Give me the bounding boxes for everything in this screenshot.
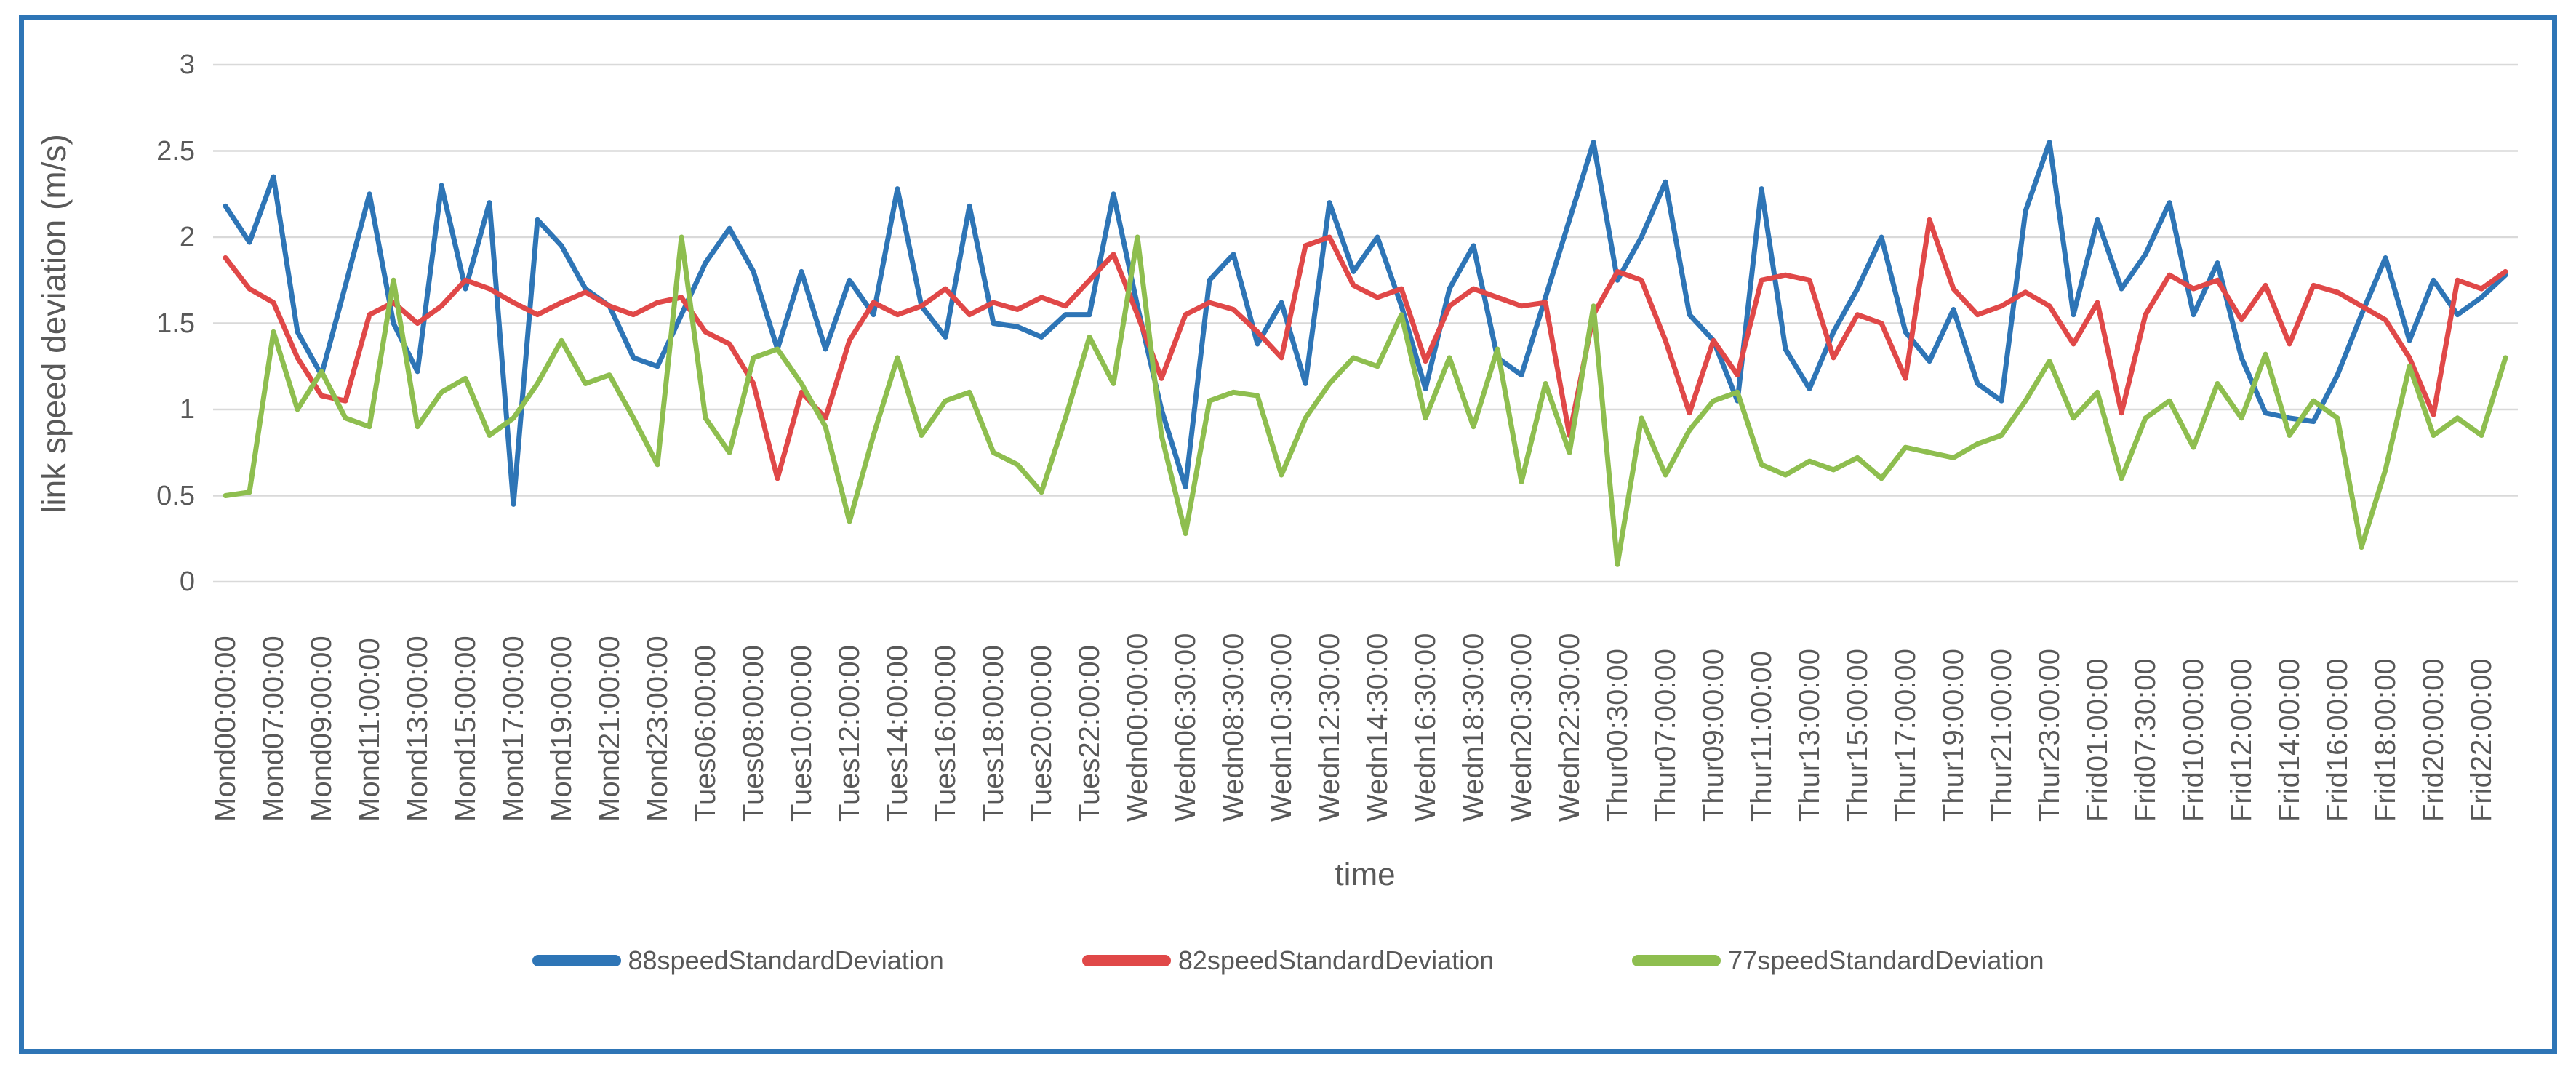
x-tick-label: Frid22:00:00 bbox=[2465, 658, 2497, 822]
x-tick-label: Tues12:00:00 bbox=[833, 644, 865, 822]
x-tick-label: Tues20:00:00 bbox=[1025, 644, 1057, 822]
x-tick-label: Wedn14:30:00 bbox=[1361, 633, 1393, 822]
legend-label: 82speedStandardDeviation bbox=[1177, 945, 1495, 975]
x-tick-label: Mond15:00:00 bbox=[449, 636, 481, 822]
x-tick-label: Thur07:00:00 bbox=[1649, 649, 1681, 822]
y-tick-label: 0 bbox=[179, 566, 195, 597]
x-tick-label: Thur17:00:00 bbox=[1889, 649, 1921, 822]
x-tick-label: Frid20:00:00 bbox=[2417, 658, 2449, 822]
x-tick-label: Tues08:00:00 bbox=[737, 644, 769, 822]
x-tick-label: Thur21:00:00 bbox=[1985, 649, 2017, 822]
y-tick-label: 2 bbox=[179, 222, 195, 252]
x-tick-label: Wedn08:30:00 bbox=[1217, 633, 1249, 822]
legend-label: 88speedStandardDeviation bbox=[628, 945, 944, 975]
legend-swatch-red bbox=[1081, 955, 1171, 966]
x-tick-label: Frid12:00:00 bbox=[2225, 658, 2257, 822]
x-tick-label: Wedn06:30:00 bbox=[1169, 633, 1201, 822]
x-tick-label: Wedn12:30:00 bbox=[1313, 633, 1345, 822]
x-tick-label: Frid10:00:00 bbox=[2177, 658, 2209, 822]
legend-label: 77speedStandardDeviation bbox=[1728, 945, 2044, 975]
x-tick-label: Wedn10:30:00 bbox=[1265, 633, 1297, 822]
y-tick-label: 1.5 bbox=[156, 308, 195, 339]
x-tick-label: Mond07:00:00 bbox=[257, 636, 289, 822]
y-axis-title: link speed deviation (m/s) bbox=[35, 134, 73, 513]
x-tick-label: Frid07:30:00 bbox=[2129, 658, 2161, 822]
x-tick-label: Frid18:00:00 bbox=[2369, 658, 2401, 822]
x-tick-label: Mond21:00:00 bbox=[593, 636, 625, 822]
x-tick-label: Mond09:00:00 bbox=[305, 636, 337, 822]
x-tick-label: Tues18:00:00 bbox=[977, 644, 1009, 822]
x-tick-label: Mond19:00:00 bbox=[545, 636, 577, 822]
x-tick-label: Tues14:00:00 bbox=[881, 644, 913, 822]
x-tick-label: Tues10:00:00 bbox=[785, 644, 817, 822]
series-line-82speedStandardDeviation bbox=[223, 217, 2508, 481]
legend-swatch-blue bbox=[532, 955, 621, 966]
legend-item-77speed: 77speedStandardDeviation bbox=[1632, 945, 2044, 976]
x-tick-label: Frid01:00:00 bbox=[2081, 658, 2113, 822]
legend-item-82speed: 82speedStandardDeviation bbox=[1081, 945, 1495, 976]
y-tick-label: 1 bbox=[179, 394, 195, 425]
x-tick-label: Mond17:00:00 bbox=[497, 636, 529, 822]
x-tick-label: Mond00:00:00 bbox=[209, 636, 241, 822]
x-tick-label: Mond11:00:00 bbox=[353, 638, 385, 822]
x-tick-label: Tues16:00:00 bbox=[929, 644, 961, 822]
x-tick-label: Thur23:00:00 bbox=[2033, 649, 2065, 822]
x-tick-label: Thur15:00:00 bbox=[1841, 649, 1873, 822]
legend-item-88speed: 88speedStandardDeviation bbox=[532, 945, 944, 976]
y-tick-label: 0.5 bbox=[156, 480, 195, 511]
x-tick-label: Thur11:00:00 bbox=[1745, 651, 1777, 822]
x-tick-label: Wedn16:30:00 bbox=[1409, 633, 1441, 822]
x-tick-label: Frid16:00:00 bbox=[2321, 658, 2353, 822]
x-axis-title: time bbox=[1335, 857, 1396, 892]
series-line-77speedStandardDeviation bbox=[223, 234, 2508, 567]
x-tick-label: Mond13:00:00 bbox=[401, 636, 433, 822]
x-tick-label: Frid14:00:00 bbox=[2273, 658, 2305, 822]
x-tick-label: Wedn20:30:00 bbox=[1505, 633, 1537, 822]
x-tick-label: Wedn00:00:00 bbox=[1121, 633, 1153, 822]
x-tick-label: Tues22:00:00 bbox=[1073, 644, 1105, 822]
x-tick-label: Wedn22:30:00 bbox=[1553, 633, 1585, 822]
x-tick-label: Wedn18:30:00 bbox=[1457, 633, 1489, 822]
x-tick-label: Tues06:00:00 bbox=[689, 644, 721, 822]
x-tick-label: Thur00:30:00 bbox=[1601, 649, 1633, 822]
x-tick-label: Thur13:00:00 bbox=[1793, 649, 1825, 822]
y-tick-label: 2.5 bbox=[156, 135, 195, 167]
y-tick-label: 3 bbox=[179, 49, 195, 80]
x-tick-label: Mond23:00:00 bbox=[641, 636, 673, 822]
x-tick-label: Thur19:00:00 bbox=[1937, 649, 1969, 822]
chart-legend: 88speedStandardDeviation 82speedStandard… bbox=[0, 945, 2576, 976]
x-tick-label: Thur09:00:00 bbox=[1697, 649, 1729, 822]
legend-swatch-green bbox=[1632, 955, 1721, 966]
